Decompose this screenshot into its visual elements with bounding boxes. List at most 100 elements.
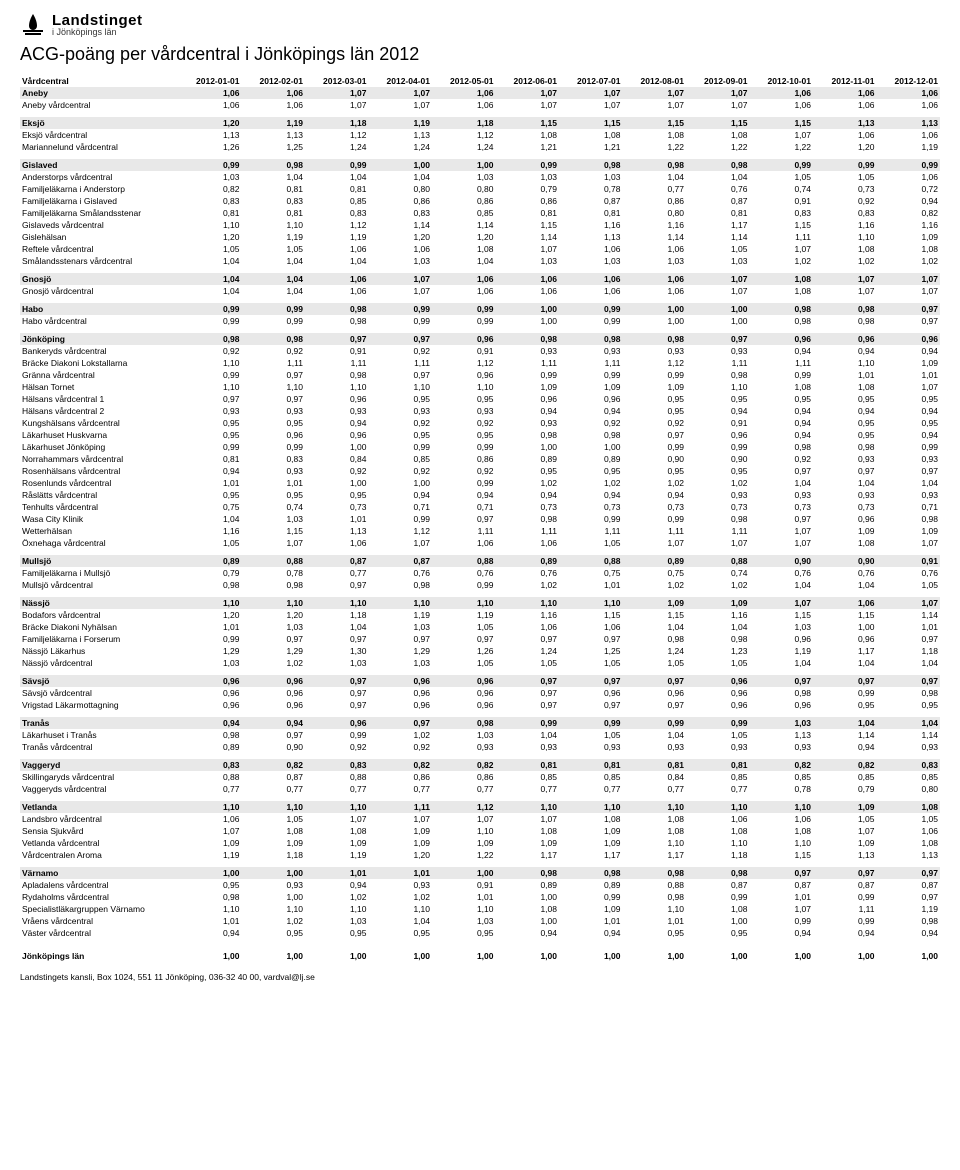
cell-value: 0,99: [877, 441, 941, 453]
cell-value: 0,98: [623, 333, 687, 345]
cell-value: 1,03: [242, 621, 306, 633]
cell-value: 0,99: [369, 441, 433, 453]
cell-value: 1,07: [559, 87, 623, 99]
cell-value: 0,87: [686, 195, 750, 207]
cell-value: 0,98: [178, 333, 242, 345]
cell-value: 0,89: [496, 453, 560, 465]
logo-sub: i Jönköpings län: [52, 28, 143, 37]
cell-value: 0,71: [877, 501, 941, 513]
table-row: Bodafors vårdcentral1,201,201,181,191,19…: [20, 609, 940, 621]
cell-value: 0,95: [305, 927, 369, 939]
cell-value: 0,94: [686, 405, 750, 417]
cell-value: 0,97: [496, 633, 560, 645]
cell-value: 1,19: [242, 231, 306, 243]
cell-value: 1,10: [432, 381, 496, 393]
cell-value: 0,81: [496, 759, 560, 771]
cell-value: 0,94: [877, 405, 941, 417]
cell-value: 1,07: [369, 813, 433, 825]
cell-name: Reftele vårdcentral: [20, 243, 178, 255]
cell-value: 0,96: [813, 633, 877, 645]
cell-value: 1,20: [178, 231, 242, 243]
page-title: ACG-poäng per vårdcentral i Jönköpings l…: [20, 44, 940, 65]
cell-name: Vrigstad Läkarmottagning: [20, 699, 178, 711]
cell-value: 1,22: [686, 141, 750, 153]
cell-value: 0,74: [242, 501, 306, 513]
cell-value: 1,06: [432, 537, 496, 549]
cell-value: 0,97: [369, 333, 433, 345]
cell-value: 0,95: [178, 489, 242, 501]
cell-value: 0,76: [496, 567, 560, 579]
cell-value: 0,97: [496, 675, 560, 687]
cell-value: 0,97: [559, 675, 623, 687]
cell-value: 0,87: [369, 555, 433, 567]
cell-value: 1,08: [496, 903, 560, 915]
cell-name: Vaggeryd: [20, 759, 178, 771]
cell-value: 1,04: [877, 477, 941, 489]
cell-value: 1,06: [559, 285, 623, 297]
cell-value: 1,07: [750, 903, 814, 915]
cell-value: 0,99: [242, 441, 306, 453]
cell-value: 1,10: [496, 597, 560, 609]
cell-value: 0,99: [623, 717, 687, 729]
cell-value: 1,10: [813, 357, 877, 369]
cell-value: 0,82: [877, 207, 941, 219]
table-row: Gislehälsan1,201,191,191,201,201,141,131…: [20, 231, 940, 243]
cell-value: 0,94: [559, 489, 623, 501]
cell-value: 1,10: [559, 801, 623, 813]
cell-value: 1,15: [623, 117, 687, 129]
cell-value: 0,75: [178, 501, 242, 513]
cell-value: 0,97: [877, 465, 941, 477]
cell-value: 1,11: [686, 525, 750, 537]
cell-name: Rosenhälsans vårdcentral: [20, 465, 178, 477]
cell-value: 0,96: [559, 393, 623, 405]
cell-value: 1,04: [242, 171, 306, 183]
cell-value: 0,82: [750, 759, 814, 771]
cell-value: 1,07: [877, 285, 941, 297]
cell-value: 0,80: [432, 183, 496, 195]
cell-value: 0,98: [750, 687, 814, 699]
cell-value: 0,96: [432, 699, 496, 711]
table-row: Rydaholms vårdcentral0,981,001,021,021,0…: [20, 891, 940, 903]
cell-value: 0,98: [369, 579, 433, 591]
cell-value: 1,06: [559, 243, 623, 255]
cell-value: 1,07: [877, 381, 941, 393]
cell-value: 0,97: [369, 717, 433, 729]
cell-name: Apladalens vårdcentral: [20, 879, 178, 891]
cell-value: 1,14: [369, 219, 433, 231]
cell-value: 1,14: [496, 231, 560, 243]
cell-value: 1,06: [559, 621, 623, 633]
cell-value: 1,04: [877, 717, 941, 729]
cell-value: 1,06: [877, 99, 941, 111]
cell-value: 1,12: [432, 357, 496, 369]
cell-value: 0,96: [178, 699, 242, 711]
cell-value: 1,04: [178, 255, 242, 267]
cell-value: 0,80: [877, 783, 941, 795]
cell-value: 1,10: [178, 801, 242, 813]
cell-value: 0,83: [305, 207, 369, 219]
cell-value: 1,08: [686, 129, 750, 141]
cell-value: 1,10: [623, 801, 687, 813]
cell-value: 0,94: [750, 405, 814, 417]
cell-value: 0,94: [496, 405, 560, 417]
cell-value: 1,11: [305, 357, 369, 369]
cell-value: 1,18: [242, 849, 306, 861]
cell-value: 1,16: [623, 219, 687, 231]
cell-value: 1,10: [178, 357, 242, 369]
cell-value: 0,93: [369, 405, 433, 417]
cell-value: 1,06: [496, 621, 560, 633]
table-row: Landsbro vårdcentral1,061,051,071,071,07…: [20, 813, 940, 825]
cell-name: Bankeryds vårdcentral: [20, 345, 178, 357]
cell-value: 1,01: [242, 477, 306, 489]
cell-value: 0,99: [242, 315, 306, 327]
cell-value: 0,94: [813, 927, 877, 939]
cell-value: 1,00: [623, 945, 687, 962]
cell-name: Jönköpings län: [20, 945, 178, 962]
cell-value: 0,97: [877, 633, 941, 645]
cell-value: 1,11: [242, 357, 306, 369]
cell-value: 1,13: [178, 129, 242, 141]
cell-value: 1,16: [686, 609, 750, 621]
cell-value: 1,08: [813, 537, 877, 549]
table-row: Hälsans vårdcentral 20,930,930,930,930,9…: [20, 405, 940, 417]
cell-value: 1,08: [496, 129, 560, 141]
cell-value: 1,00: [496, 303, 560, 315]
